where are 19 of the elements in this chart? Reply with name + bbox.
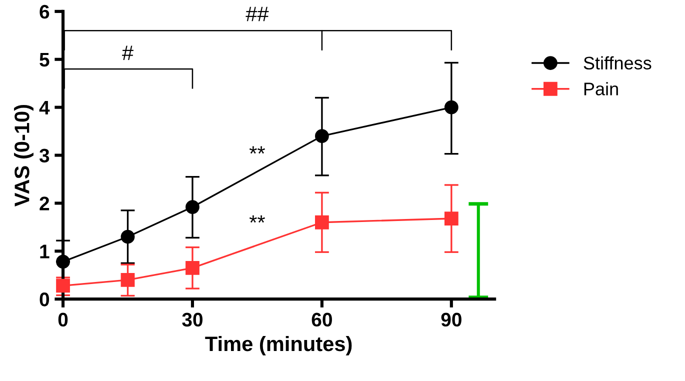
x-tick-label: 0 <box>58 312 68 327</box>
y-tick-label: 3 <box>39 148 50 163</box>
y-tick-label: 6 <box>40 4 50 19</box>
annotation: ** <box>249 215 265 223</box>
y-tick-label: 2 <box>40 196 50 210</box>
legend-label: Pain <box>584 82 618 96</box>
annotation: ** <box>249 146 265 154</box>
legend-label: Stiffness <box>584 56 652 70</box>
x-tick-label: 30 <box>182 312 203 327</box>
x-tick-label: 60 <box>312 312 332 327</box>
y-tick-label: 1 <box>40 244 50 258</box>
x-tick-label: 90 <box>441 312 462 327</box>
y-tick-label: 0 <box>40 292 50 306</box>
y-axis-title: VAS (0-10) <box>14 104 34 206</box>
annotation: ## <box>246 6 269 22</box>
y-tick-label: 4 <box>39 100 50 114</box>
x-axis-title: Time (minutes) <box>205 336 352 356</box>
y-tick-label: 5 <box>40 53 50 67</box>
annotation: # <box>122 46 134 60</box>
